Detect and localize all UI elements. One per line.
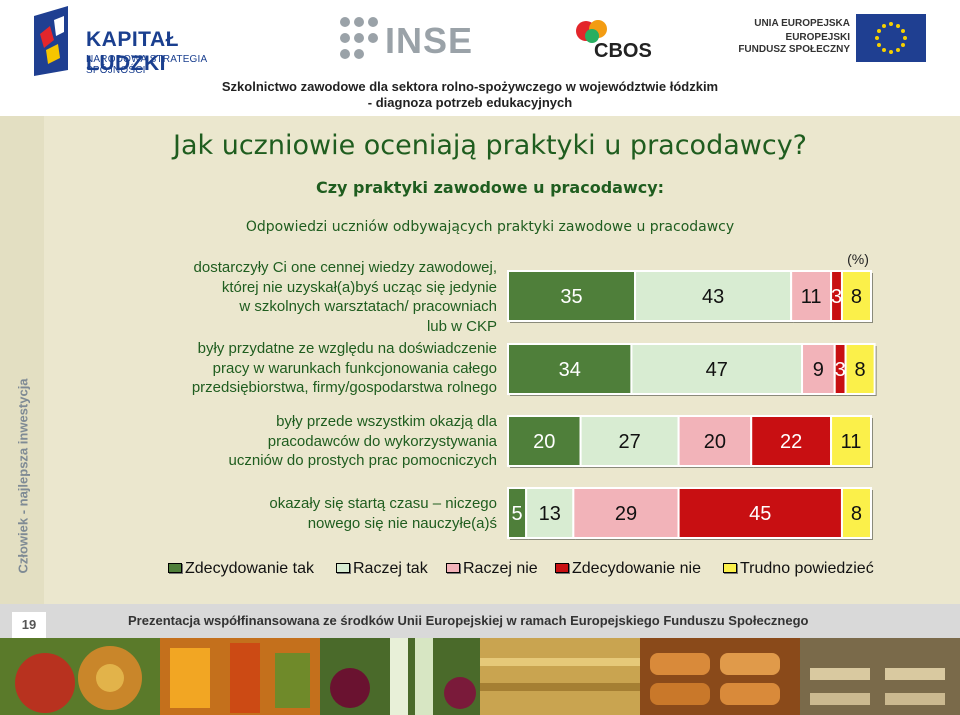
bar-1-trudno-powiedziec — [840, 270, 873, 322]
legend-swatch — [336, 563, 350, 573]
bar-3-trudno-powiedziec — [830, 415, 873, 467]
bar-value-label: 3 — [835, 359, 846, 381]
row-label-4-line-2: nowego się nie nauczyłe(a)ś — [307, 514, 497, 532]
beets-leeks-photo-icon — [320, 638, 480, 715]
eu-line-1: UNIA EUROPEJSKA — [754, 18, 850, 29]
footer-bar: 19 Prezentacja współfinansowana ze środk… — [0, 604, 960, 638]
bar-value-label: 35 — [560, 286, 582, 308]
bar-2-zdecydowanie-tak — [507, 343, 633, 395]
bar-2-raczej-tak — [630, 343, 804, 395]
row-label-1: dostarczyły Ci one cennej wiedzy zawodow… — [194, 258, 497, 336]
row-label-2-line-1: były przydatne ze względu na doświadczen… — [197, 340, 497, 357]
bar-value-label: 27 — [618, 431, 640, 453]
bar-2-raczej-nie — [801, 343, 836, 395]
bar-3-zdecydowanie-nie — [750, 415, 833, 467]
inse-name: INSE — [385, 20, 474, 61]
project-title: Szkolnictwo zawodowe dla sektora rolno-s… — [190, 79, 750, 111]
kapital-ludzki-name: KAPITAŁ LUDZKI — [86, 28, 179, 75]
eu-logo: UNIA EUROPEJSKA EUROPEJSKI FUNDUSZ SPOŁE… — [738, 12, 934, 68]
eu-flag-icon — [856, 14, 926, 62]
chart-legend: Zdecydowanie tak Raczej tak Raczej nie Z… — [168, 558, 898, 582]
legend-swatch — [555, 563, 569, 573]
kapital-ludzki-logo: KAPITAŁ LUDZKI NARODOWA STRATEGIA SPÓJNO… — [28, 6, 258, 78]
legend-swatch — [723, 563, 737, 573]
bar-3-raczej-tak — [579, 415, 680, 467]
eu-line-2: EUROPEJSKI — [785, 32, 850, 43]
project-title-line-1: Szkolnictwo zawodowe dla sektora rolno-s… — [221, 79, 719, 94]
row-label-3: były przede wszystkim okazją dla pracoda… — [229, 412, 497, 471]
bar-value-label: 20 — [704, 431, 726, 453]
apples-photo-icon — [0, 638, 160, 715]
bar-value-label: 5 — [512, 503, 523, 525]
slide-title: Jak uczniowie oceniają praktyki u pracod… — [173, 130, 807, 161]
row-label-2-line-2: pracy w warunkach funkcjonowania całego — [212, 359, 497, 377]
bar-value-label: 9 — [813, 359, 824, 381]
slide-subtitle: Czy praktyki zawodowe u pracodawcy: — [315, 178, 665, 197]
bar-4-trudno-powiedziec — [840, 487, 873, 539]
row-label-1-line-1: dostarczyły Ci one cennej wiedzy zawodow… — [193, 259, 497, 276]
inse-dots-icon — [340, 17, 378, 59]
bar-value-label: 8 — [851, 286, 862, 308]
row-label-3-line-2: pracodawców do wykorzystywania — [267, 432, 497, 450]
kapital-ludzki-subtitle: NARODOWA STRATEGIA SPÓJNOŚCI — [86, 54, 207, 76]
page-number: 19 — [12, 612, 46, 638]
legend-label: Zdecydowanie tak — [185, 560, 314, 577]
bar-2-trudno-powiedziec — [844, 343, 876, 395]
legend-label: Raczej tak — [353, 560, 428, 577]
row-label-4: okazały się startą czasu – niczego noweg… — [269, 494, 497, 533]
photo-strip — [0, 638, 960, 715]
header: KAPITAŁ LUDZKI NARODOWA STRATEGIA SPÓJNO… — [0, 0, 960, 116]
bar-value-label: 11 — [801, 286, 822, 308]
bread-photo-icon — [640, 638, 800, 715]
bar-value-label: 43 — [702, 286, 724, 308]
wheat-photo-icon — [480, 638, 640, 715]
bar-value-label: 22 — [780, 431, 802, 453]
legend-label: Trudno powiedzieć — [740, 560, 874, 577]
classroom-photo-icon — [800, 638, 960, 715]
cbos-name: CBOS — [594, 40, 652, 62]
row-label-2-line-3: przedsiębiorstwa, firmy/gospodarstwa rol… — [191, 379, 497, 396]
kapital-ludzki-emblem-icon — [34, 6, 68, 76]
bar-4-zdecydowanie-nie — [677, 487, 843, 539]
bar-value-label: 45 — [749, 503, 771, 525]
bar-value-label: 8 — [851, 503, 862, 525]
bar-value-label: 47 — [706, 359, 728, 381]
side-strip: Człowiek - najlepsza inwestycja — [0, 116, 44, 604]
legend-label: Raczej nie — [463, 560, 538, 577]
bar-value-label: 13 — [539, 503, 561, 525]
bar-value-label: 11 — [841, 431, 862, 453]
row-label-4-line-1: okazały się startą czasu – niczego — [269, 495, 497, 512]
inse-logo: INSE — [335, 14, 485, 64]
row-label-1-line-4: lub w CKP — [426, 317, 497, 335]
bar-value-label: 3 — [831, 286, 842, 308]
bar-value-label: 29 — [615, 503, 637, 525]
unit-label: (%) — [847, 251, 869, 267]
cbos-logo: CBOS — [572, 18, 672, 66]
bar-value-label: 8 — [855, 359, 866, 381]
bar-3-zdecydowanie-tak — [507, 415, 582, 467]
legend-label: Zdecydowanie nie — [572, 560, 701, 577]
footer-text: Prezentacja współfinansowana ze środków … — [128, 613, 809, 628]
eu-line-3: FUNDUSZ SPOŁECZNY — [738, 44, 850, 55]
legend-swatch — [446, 563, 460, 573]
row-label-2: były przydatne ze względu na doświadczen… — [192, 339, 497, 398]
bar-value-label: 34 — [559, 359, 581, 381]
bar-4-raczej-nie — [572, 487, 680, 539]
row-label-3-line-1: były przede wszystkim okazją dla — [276, 413, 497, 430]
project-title-line-2: - diagnoza potrzeb edukacyjnych — [367, 95, 573, 110]
row-label-1-line-2: której nie uzyskał(a)byś ucząc się jedyn… — [221, 278, 497, 296]
legend-swatch — [168, 563, 182, 573]
bar-value-label: 20 — [533, 431, 555, 453]
row-label-3-line-3: uczniów do prostych prac pomocniczych — [228, 452, 497, 469]
slide-note: Odpowiedzi uczniów odbywających praktyki… — [245, 219, 735, 235]
vegetables-photo-icon — [160, 638, 320, 715]
row-label-1-line-3: w szkolnych warsztatach/ pracowniach — [239, 298, 497, 315]
cbos-emblem-icon — [576, 20, 607, 43]
